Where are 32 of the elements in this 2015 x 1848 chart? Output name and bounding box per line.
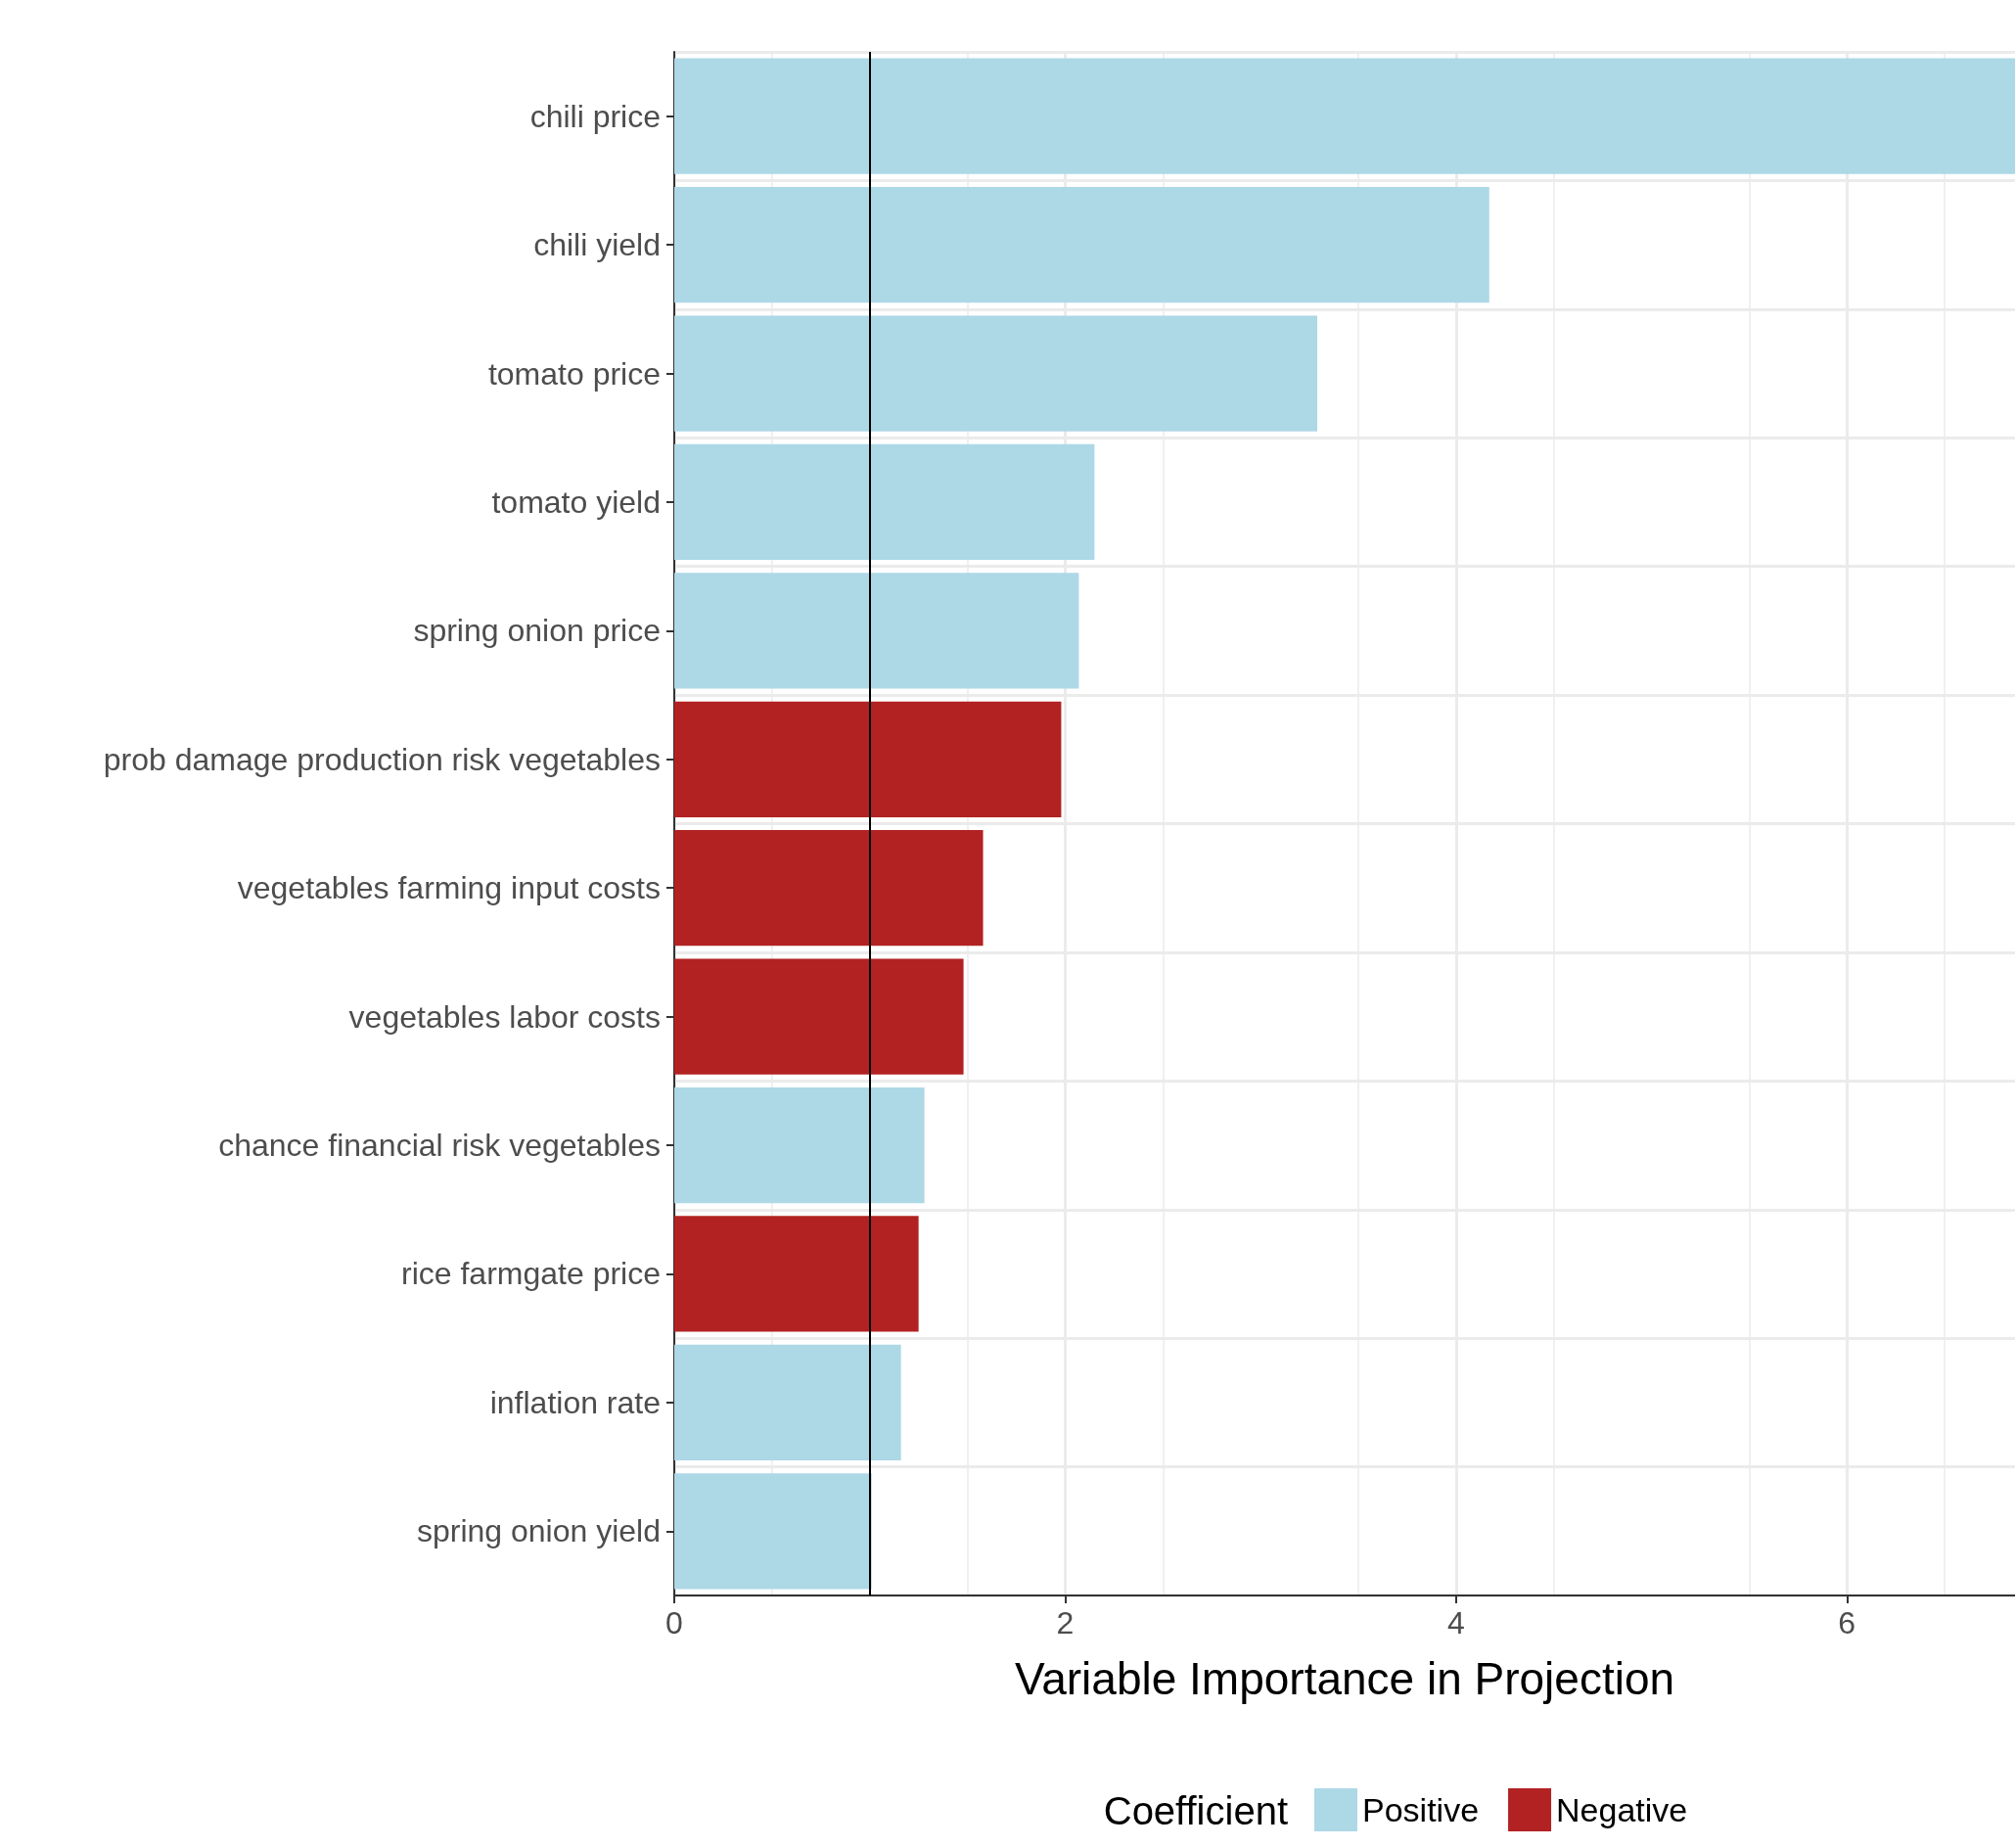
bar (674, 1344, 901, 1461)
bar (674, 830, 984, 947)
x-tick-label: 4 (1446, 1605, 1465, 1640)
y-tick-label: tomato yield (491, 484, 661, 520)
y-tick-label: vegetables farming input costs (237, 870, 661, 906)
bar (674, 186, 1489, 303)
y-tick-label: rice farmgate price (401, 1256, 661, 1292)
x-axis-title: Variable Importance in Projection (1014, 1653, 1675, 1704)
legend-title: Coefficient (1103, 1789, 1288, 1832)
y-tick-label: spring onion yield (416, 1513, 661, 1549)
y-tick-label: prob damage production risk vegetables (103, 741, 661, 777)
y-tick-label: vegetables labor costs (348, 998, 661, 1035)
bar (674, 958, 964, 1075)
bar (674, 58, 2015, 174)
y-tick-label: spring onion price (413, 613, 661, 649)
bar (674, 701, 1062, 817)
y-tick-label: tomato price (487, 355, 661, 392)
legend-label: Positive (1362, 1791, 1480, 1828)
legend-label: Negative (1556, 1791, 1688, 1828)
bar (674, 1473, 872, 1590)
y-tick-label: chili yield (533, 227, 661, 263)
x-tick-label: 0 (665, 1605, 683, 1640)
y-tick-label: chance financial risk vegetables (218, 1128, 661, 1164)
bar (674, 443, 1095, 561)
bar (674, 315, 1318, 432)
x-tick-label: 2 (1056, 1605, 1075, 1640)
y-tick-label: chili price (529, 98, 661, 134)
bar (674, 1216, 919, 1332)
bar (674, 1086, 925, 1204)
y-tick-label: inflation rate (489, 1384, 661, 1420)
x-tick-label: 6 (1838, 1605, 1856, 1640)
bar (674, 573, 1079, 689)
